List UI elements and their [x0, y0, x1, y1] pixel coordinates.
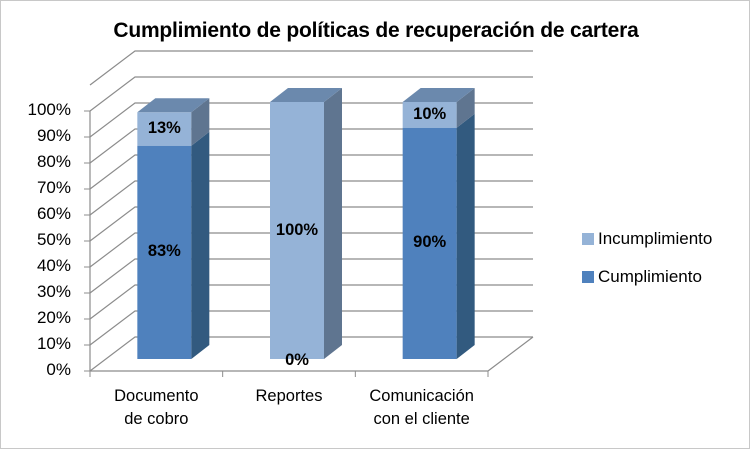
y-tick-label: 10%	[36, 334, 71, 353]
y-tick-label: 20%	[36, 308, 71, 327]
x-tick-label: Reportes	[255, 387, 323, 405]
data-label: 10%	[413, 104, 447, 123]
y-tick-label: 100%	[27, 100, 71, 119]
y-tick-label: 70%	[36, 178, 71, 197]
legend-swatch-icon	[582, 233, 594, 245]
y-tick-label: 80%	[36, 152, 71, 171]
legend-swatch-icon	[582, 271, 594, 283]
y-tick-label: 0%	[46, 360, 71, 379]
y-tick-label: 40%	[36, 256, 71, 275]
legend-item-incumplimiento: Incumplimiento	[582, 220, 712, 258]
data-label: 100%	[275, 220, 319, 239]
chart-title: Cumplimiento de políticas de recuperació…	[113, 19, 639, 42]
x-tick-label: Documento de cobro	[114, 387, 199, 428]
data-label: 0%	[285, 351, 309, 369]
y-tick-label: 50%	[36, 230, 71, 249]
legend-item-cumplimiento: Cumplimiento	[582, 258, 712, 296]
legend: Incumplimiento Cumplimiento	[582, 220, 712, 296]
x-tick-label: Comunicación con el cliente	[369, 387, 474, 428]
data-label: 13%	[147, 118, 181, 137]
gridlines	[84, 50, 534, 377]
data-label: 90%	[413, 233, 447, 252]
bars	[137, 88, 475, 359]
y-tick-label: 60%	[36, 204, 71, 223]
y-tick-label: 90%	[36, 126, 71, 145]
data-label: 83%	[147, 242, 181, 261]
y-tick-label: 30%	[36, 282, 71, 301]
